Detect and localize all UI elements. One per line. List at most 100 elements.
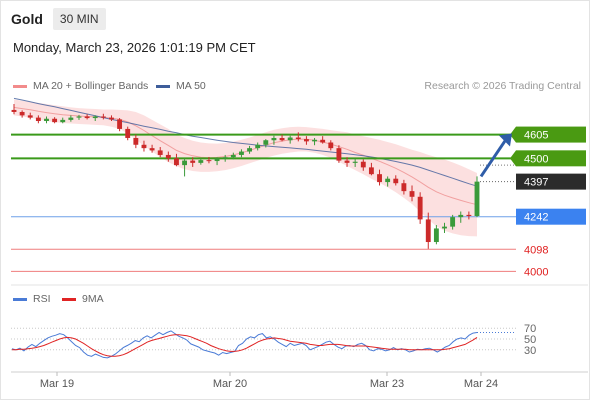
candle-body — [35, 117, 41, 122]
candle-body — [474, 181, 480, 217]
header: Gold 30 MIN — [11, 8, 106, 30]
candle-body — [157, 150, 163, 155]
candle-body — [206, 160, 212, 162]
x-tick-label: Mar 24 — [464, 378, 498, 390]
legend-ma50-label: MA 50 — [176, 80, 206, 92]
candle-body — [255, 144, 261, 149]
candle-body — [149, 148, 155, 151]
candle-body — [328, 142, 334, 149]
level-label-4500: 4500 — [524, 153, 548, 165]
candle-body — [222, 157, 228, 159]
candle-body — [19, 111, 25, 116]
level-label-4098: 4098 — [524, 244, 548, 256]
symbol-title: Gold — [11, 11, 43, 27]
candle-body — [344, 160, 350, 163]
level-label-4242: 4242 — [524, 212, 548, 224]
level-label-4605: 4605 — [524, 130, 548, 142]
candle-body — [239, 151, 244, 155]
candle-body — [190, 160, 196, 163]
candle-body — [417, 196, 423, 220]
candle-body — [320, 139, 326, 143]
x-tick-label: Mar 19 — [40, 378, 74, 390]
ma50-line — [13, 97, 478, 187]
candle-body — [125, 128, 131, 138]
level-tag-4500 — [516, 150, 586, 167]
candle-body — [198, 160, 204, 163]
candle-body — [295, 137, 301, 140]
candle-body — [312, 139, 317, 142]
candle-body — [182, 160, 188, 166]
legend-rsi-label: RSI — [33, 293, 51, 305]
candle-body — [141, 144, 147, 149]
candle-body — [100, 116, 106, 118]
candle-body — [303, 139, 309, 142]
candle-body — [377, 174, 382, 183]
candle-body — [133, 137, 139, 145]
candle-body — [409, 191, 415, 197]
candle-body — [385, 178, 391, 183]
candle-body — [92, 116, 98, 119]
candle-body — [214, 158, 220, 162]
candle-body — [44, 118, 49, 122]
ma50-swatch — [156, 84, 170, 88]
candle-body — [458, 214, 464, 218]
forecast-arrow-shaft — [479, 138, 508, 178]
candle-body — [442, 226, 447, 229]
forecast-arrow-head — [499, 133, 512, 147]
candle-body — [109, 117, 114, 120]
candle-body — [393, 178, 399, 184]
legend-bollinger: MA 20 + Bollinger Bands — [13, 80, 148, 92]
candle-body — [450, 217, 456, 227]
bollinger-swatch — [13, 84, 27, 88]
x-tick-label: Mar 23 — [370, 378, 404, 390]
candle-body — [279, 137, 285, 141]
x-tick-label: Mar 20 — [213, 378, 247, 390]
candle-body — [60, 119, 66, 123]
candle-body — [165, 154, 171, 159]
credit: Research © 2026 Trading Central — [424, 80, 581, 92]
candle-body — [52, 118, 58, 123]
level-tag-pointer-4500 — [510, 150, 516, 167]
candle-body — [117, 119, 123, 129]
candle-body — [433, 228, 439, 243]
level-tag-4605 — [516, 126, 586, 143]
candle-body — [76, 116, 82, 118]
bollinger-band-fill — [14, 99, 477, 237]
level-label-4000: 4000 — [524, 266, 548, 278]
candle-body — [84, 116, 90, 119]
candle-body — [466, 214, 472, 217]
candle-body — [174, 158, 179, 166]
legend-bollinger-label: MA 20 + Bollinger Bands — [33, 80, 149, 92]
candle-body — [11, 109, 17, 112]
datetime: Monday, March 23, 2026 1:01:19 PM CET — [13, 40, 256, 55]
level-tag-4242 — [516, 208, 586, 225]
rsi-ma-swatch — [62, 297, 76, 301]
candle-body — [230, 154, 236, 158]
legend-9ma-label: 9MA — [82, 293, 104, 305]
candle-body — [27, 115, 33, 118]
candle-body — [271, 137, 277, 141]
level-label-4397: 4397 — [524, 177, 548, 189]
rsi-tick-30: 30 — [524, 345, 536, 357]
candle-body — [352, 161, 358, 163]
ma20-line — [13, 106, 478, 206]
rsi-tick-70: 70 — [524, 323, 536, 335]
candle-body — [247, 148, 252, 152]
rsi-swatch — [13, 297, 27, 301]
rsi-ma-line — [12, 334, 478, 357]
candle-body — [368, 167, 374, 175]
legend-9ma: 9MA — [62, 293, 104, 305]
legend-ma50: MA 50 — [156, 80, 206, 92]
last-price-tag — [516, 173, 586, 190]
level-tag-pointer-4605 — [510, 126, 516, 143]
candle-body — [287, 137, 293, 141]
rsi-line — [11, 330, 478, 359]
candle-body — [360, 161, 366, 168]
timeframe-button[interactable]: 30 MIN — [52, 8, 106, 30]
legend-rsi: RSI — [13, 293, 51, 305]
candle-body — [68, 117, 74, 120]
candle-body — [263, 140, 269, 145]
candle-body — [336, 148, 342, 161]
candle-body — [425, 219, 431, 243]
